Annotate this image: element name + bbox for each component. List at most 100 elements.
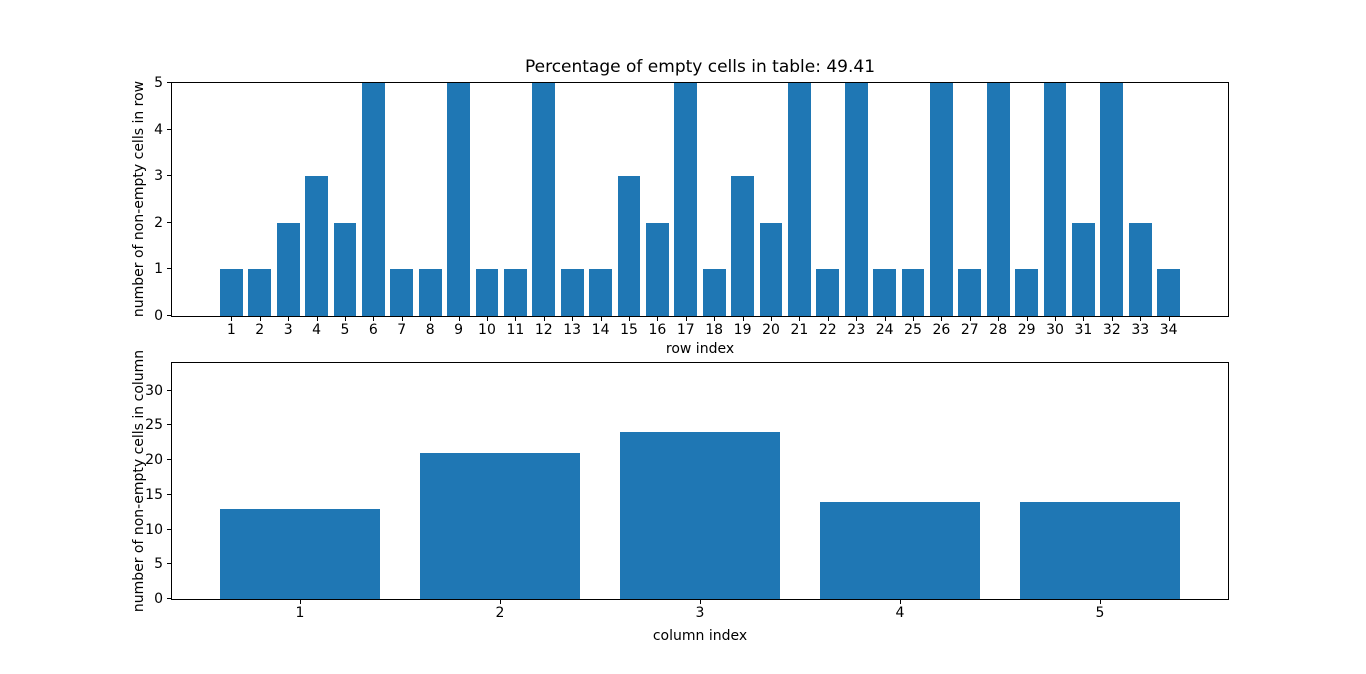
bar-x18 xyxy=(702,269,726,316)
y-tick xyxy=(167,459,171,461)
y-tick xyxy=(167,82,171,83)
y-tick-label: 25 xyxy=(145,417,163,434)
y-tick xyxy=(167,528,171,530)
bar-x5 xyxy=(333,222,357,316)
x-tick-label: 9 xyxy=(454,322,464,338)
x-tick xyxy=(913,317,915,321)
x-tick xyxy=(600,317,602,321)
y-tick xyxy=(167,221,171,223)
column-chart-axes: 1 2 3 4 5 0 5 10 15 20 25 30 xyxy=(145,362,1229,620)
bar-x4 xyxy=(305,176,328,316)
x-tick-label: 5 xyxy=(340,322,350,338)
bar-x3 xyxy=(620,432,780,599)
bar-x14 xyxy=(589,269,612,316)
bar-x21 xyxy=(788,83,811,316)
y-tick-label: 3 xyxy=(154,168,163,185)
x-tick-label: 7 xyxy=(397,322,407,338)
x-tick xyxy=(827,317,829,321)
bar-x28 xyxy=(986,83,1010,316)
bar-x5 xyxy=(1020,501,1180,599)
x-tick-label: 23 xyxy=(847,322,866,338)
bar-x17 xyxy=(674,83,698,316)
x-tick xyxy=(231,317,233,321)
y-tick-label: 0 xyxy=(154,591,163,607)
bar-x30 xyxy=(1043,83,1067,316)
row-chart-xlabel: row index xyxy=(665,341,735,357)
x-tick xyxy=(572,317,574,321)
x-tick-label: 31 xyxy=(1074,322,1093,338)
x-tick xyxy=(1100,600,1101,604)
y-tick xyxy=(167,315,171,316)
x-tick-label: 5 xyxy=(1095,605,1105,621)
x-tick xyxy=(300,600,301,604)
x-tick-label: 19 xyxy=(733,322,752,338)
y-tick-label: 15 xyxy=(145,486,163,503)
y-tick-label: 20 xyxy=(145,452,163,469)
x-tick xyxy=(458,317,460,321)
y-tick xyxy=(167,493,171,495)
x-tick xyxy=(742,317,744,321)
y-tick xyxy=(167,389,171,391)
x-tick-label: 28 xyxy=(989,322,1008,338)
x-tick xyxy=(1026,317,1028,321)
x-tick-label: 8 xyxy=(425,322,435,338)
x-tick-label: 11 xyxy=(506,322,525,338)
x-tick xyxy=(799,317,801,321)
y-tick-label: 10 xyxy=(145,521,163,538)
x-tick xyxy=(373,317,375,321)
x-tick xyxy=(401,317,403,321)
y-tick-label: 30 xyxy=(145,382,163,399)
x-tick-label: 1 xyxy=(226,322,236,338)
row-chart-ylabel: number of non-empty cells in row xyxy=(131,80,147,318)
bar-x1 xyxy=(220,269,243,316)
x-tick xyxy=(884,317,886,321)
bar-x2 xyxy=(420,453,580,599)
x-tick-label: 24 xyxy=(875,322,894,338)
bar-x3 xyxy=(276,222,300,316)
x-tick xyxy=(1111,317,1113,321)
x-tick-label: 14 xyxy=(591,322,610,338)
x-tick xyxy=(486,317,488,321)
x-tick xyxy=(900,600,901,604)
y-tick xyxy=(167,128,171,130)
y-tick xyxy=(167,175,171,177)
y-tick xyxy=(167,268,171,270)
x-tick xyxy=(856,317,858,321)
x-tick-label: 13 xyxy=(563,322,582,338)
x-tick-label: 6 xyxy=(368,322,378,338)
bar-x25 xyxy=(901,269,925,316)
x-tick xyxy=(685,317,687,321)
x-tick-label: 4 xyxy=(895,605,905,621)
x-tick-label: 2 xyxy=(255,322,265,338)
x-tick xyxy=(1168,317,1170,321)
bar-x23 xyxy=(844,83,868,316)
x-tick-label: 26 xyxy=(932,322,951,338)
x-tick-label: 16 xyxy=(648,322,667,338)
x-tick-label: 20 xyxy=(762,322,780,338)
x-tick-label: 22 xyxy=(818,322,837,338)
bar-x31 xyxy=(1072,222,1095,316)
y-tick-label: 4 xyxy=(154,121,163,138)
bar-x24 xyxy=(873,269,896,316)
bar-x20 xyxy=(759,222,783,316)
x-tick xyxy=(430,317,432,321)
x-tick-label: 12 xyxy=(534,322,553,338)
x-tick xyxy=(259,317,261,321)
bar-x9 xyxy=(447,83,470,316)
y-tick-label: 0 xyxy=(154,308,163,324)
x-tick xyxy=(941,317,943,321)
bar-x32 xyxy=(1100,83,1124,316)
y-tick-label: 1 xyxy=(154,261,163,278)
bar-x11 xyxy=(504,269,527,316)
x-tick xyxy=(969,317,971,321)
x-tick xyxy=(1083,317,1085,321)
x-tick xyxy=(771,317,772,321)
bar-x15 xyxy=(617,176,641,316)
x-tick-label: 18 xyxy=(705,322,724,338)
bar-x10 xyxy=(475,269,499,316)
x-tick-label: 27 xyxy=(960,322,979,338)
x-tick xyxy=(1055,317,1057,321)
bar-x2 xyxy=(248,269,272,316)
bar-x19 xyxy=(731,176,754,316)
